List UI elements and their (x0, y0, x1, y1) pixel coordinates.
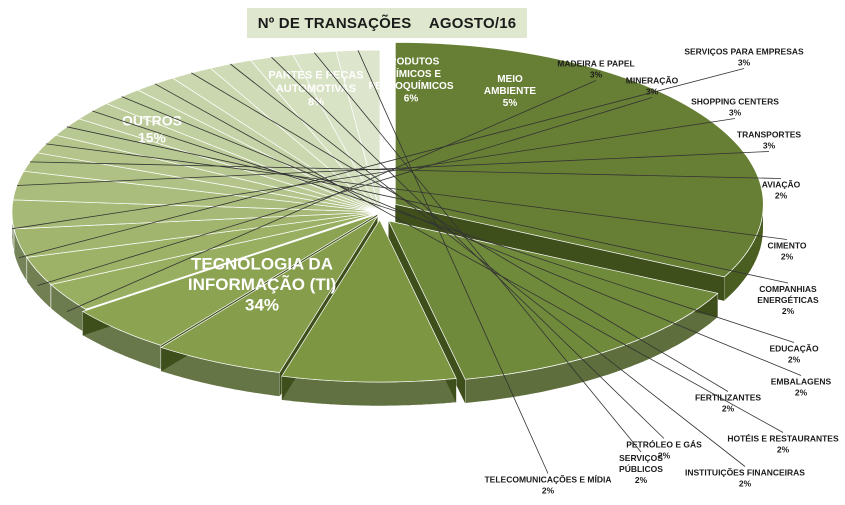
slice-label-produtos-quimicos-e-petroquimicos: QUÍMICOS E (381, 67, 441, 80)
data-label-petroleo-e-gas: 2% (658, 451, 671, 461)
data-label-aviacao: 2% (775, 191, 788, 201)
data-label-shopping-centers: 3% (729, 108, 742, 118)
slice-label-instituicoes-financeiras: INSTITUIÇÕES FINANCEIRAS (685, 468, 805, 478)
leader-line-mineracao (37, 97, 653, 286)
slice-label-educacao: EDUCAÇÃO (769, 344, 819, 354)
leader-line-transportes (16, 151, 770, 186)
data-label-fertilizantes: 2% (722, 404, 735, 414)
data-label-servicos-publicos: 2% (635, 475, 648, 485)
data-label-tecnologia-da-informacao-ti: 34% (245, 296, 279, 315)
slice-label-meio-ambiente: AMBIENTE (484, 86, 537, 97)
slice-label-fertilizantes: FERTILIZANTES (695, 393, 761, 403)
leader-line-educacao (92, 110, 795, 343)
slice-label-tecnologia-da-informacao-ti: INFORMAÇÃO (TI) (188, 274, 336, 294)
slice-label-petroleo-e-gas: PETRÓLEO E GÁS (626, 439, 702, 450)
data-label-produtos-quimicos-e-petroquimicos: 6% (404, 93, 419, 104)
slice-label-cimento: CIMENTO (767, 241, 806, 251)
slice-label-aviacao: AVIAÇÃO (762, 180, 801, 190)
leader-line-servicos-publicos (313, 52, 642, 453)
slice-label-companhias-energeticas: ENERGÉTICAS (757, 295, 819, 305)
slice-label-mineracao: MINERAÇÃO (626, 76, 679, 86)
slice-label-servicos-para-empresas: SERVIÇOS PARA EMPRESAS (684, 47, 804, 57)
slice-meio-ambiente (81, 213, 378, 346)
leader-line-aviacao (29, 161, 782, 179)
data-label-companhias-energeticas: 2% (782, 306, 795, 316)
slice-label-shopping-centers: SHOPPING CENTERS (691, 97, 779, 107)
slice-label-tecnologia-da-informacao-ti: TECNOLOGIA DA (191, 254, 333, 273)
data-label-madeira-e-papel: 3% (590, 70, 603, 80)
slice-label-madeira-e-papel: MADEIRA E PAPEL (557, 59, 634, 69)
leader-line-instituicoes-financeiras (230, 63, 746, 467)
leader-line-cimento (46, 143, 788, 240)
data-label-cimento: 2% (781, 252, 794, 262)
data-label-educacao: 2% (788, 355, 801, 365)
slice-produtos-quimicos-e-petroquimicos (160, 216, 378, 373)
slice-outros (387, 220, 719, 380)
leader-line-fertilizantes (191, 72, 729, 392)
slice-label-servicos-publicos: PÚBLICOS (619, 463, 663, 474)
leader-line-embalagens (121, 96, 802, 376)
chart-title: Nº DE TRANSAÇÕES AGOSTO/16 (247, 8, 527, 38)
leader-line-madeira-e-papel (66, 80, 597, 312)
slice-label-meio-ambiente: MEIO (497, 74, 523, 85)
data-label-partes-e-pecas-automotivas: 8% (308, 96, 324, 108)
data-label-telecomunicacoes-e-midia: 2% (542, 486, 555, 496)
chart-title-main: Nº DE TRANSAÇÕES (257, 14, 412, 32)
slice-label-produtos-quimicos-e-petroquimicos: PETROQUÍMICOS (368, 79, 453, 92)
chart-title-period: AGOSTO/16 (428, 14, 517, 32)
slice-label-transportes: TRANSPORTES (737, 130, 802, 140)
data-label-instituicoes-financeiras: 2% (739, 479, 752, 489)
leader-line-servicos-para-empresas (18, 68, 745, 259)
data-label-mineracao: 3% (646, 87, 659, 97)
slice-label-partes-e-pecas-automotivas: AUTOMOTIVAS (276, 83, 356, 95)
slice-label-produtos-quimicos-e-petroquimicos: PRODUTOS (383, 57, 440, 68)
leader-line-petroleo-e-gas (271, 56, 665, 439)
data-label-transportes: 3% (763, 141, 776, 151)
slice-label-telecomunicacoes-e-midia: TELECOMUNICAÇÕES E MÍDIA (484, 475, 611, 485)
slice-label-partes-e-pecas-automotivas: PARTES E PEÇAS (268, 70, 363, 82)
leader-line-hoteis-e-restaurantes (154, 83, 784, 433)
slice-label-hoteis-e-restaurantes: HOTÉIS E RESTAURANTES (727, 434, 839, 444)
data-label-servicos-para-empresas: 3% (738, 58, 751, 68)
slice-tecnologia-da-informacao-ti (394, 42, 764, 278)
slice-label-companhias-energeticas: COMPANHIAS (759, 284, 817, 294)
pie-slices (11, 42, 764, 383)
data-label-hoteis-e-restaurantes: 2% (777, 445, 790, 455)
slice-label-servicos-publicos: SERVIÇOS (619, 453, 663, 463)
leader-line-telecomunicacoes-e-midia (357, 50, 549, 474)
data-label-embalagens: 2% (795, 388, 808, 398)
slice-partes-e-pecas-automotivas (281, 219, 457, 383)
data-label-meio-ambiente: 5% (503, 98, 518, 109)
leader-line-shopping-centers (11, 118, 736, 230)
slice-label-outros: OUTROS (122, 113, 182, 129)
slice-label-embalagens: EMBALAGENS (771, 377, 832, 387)
